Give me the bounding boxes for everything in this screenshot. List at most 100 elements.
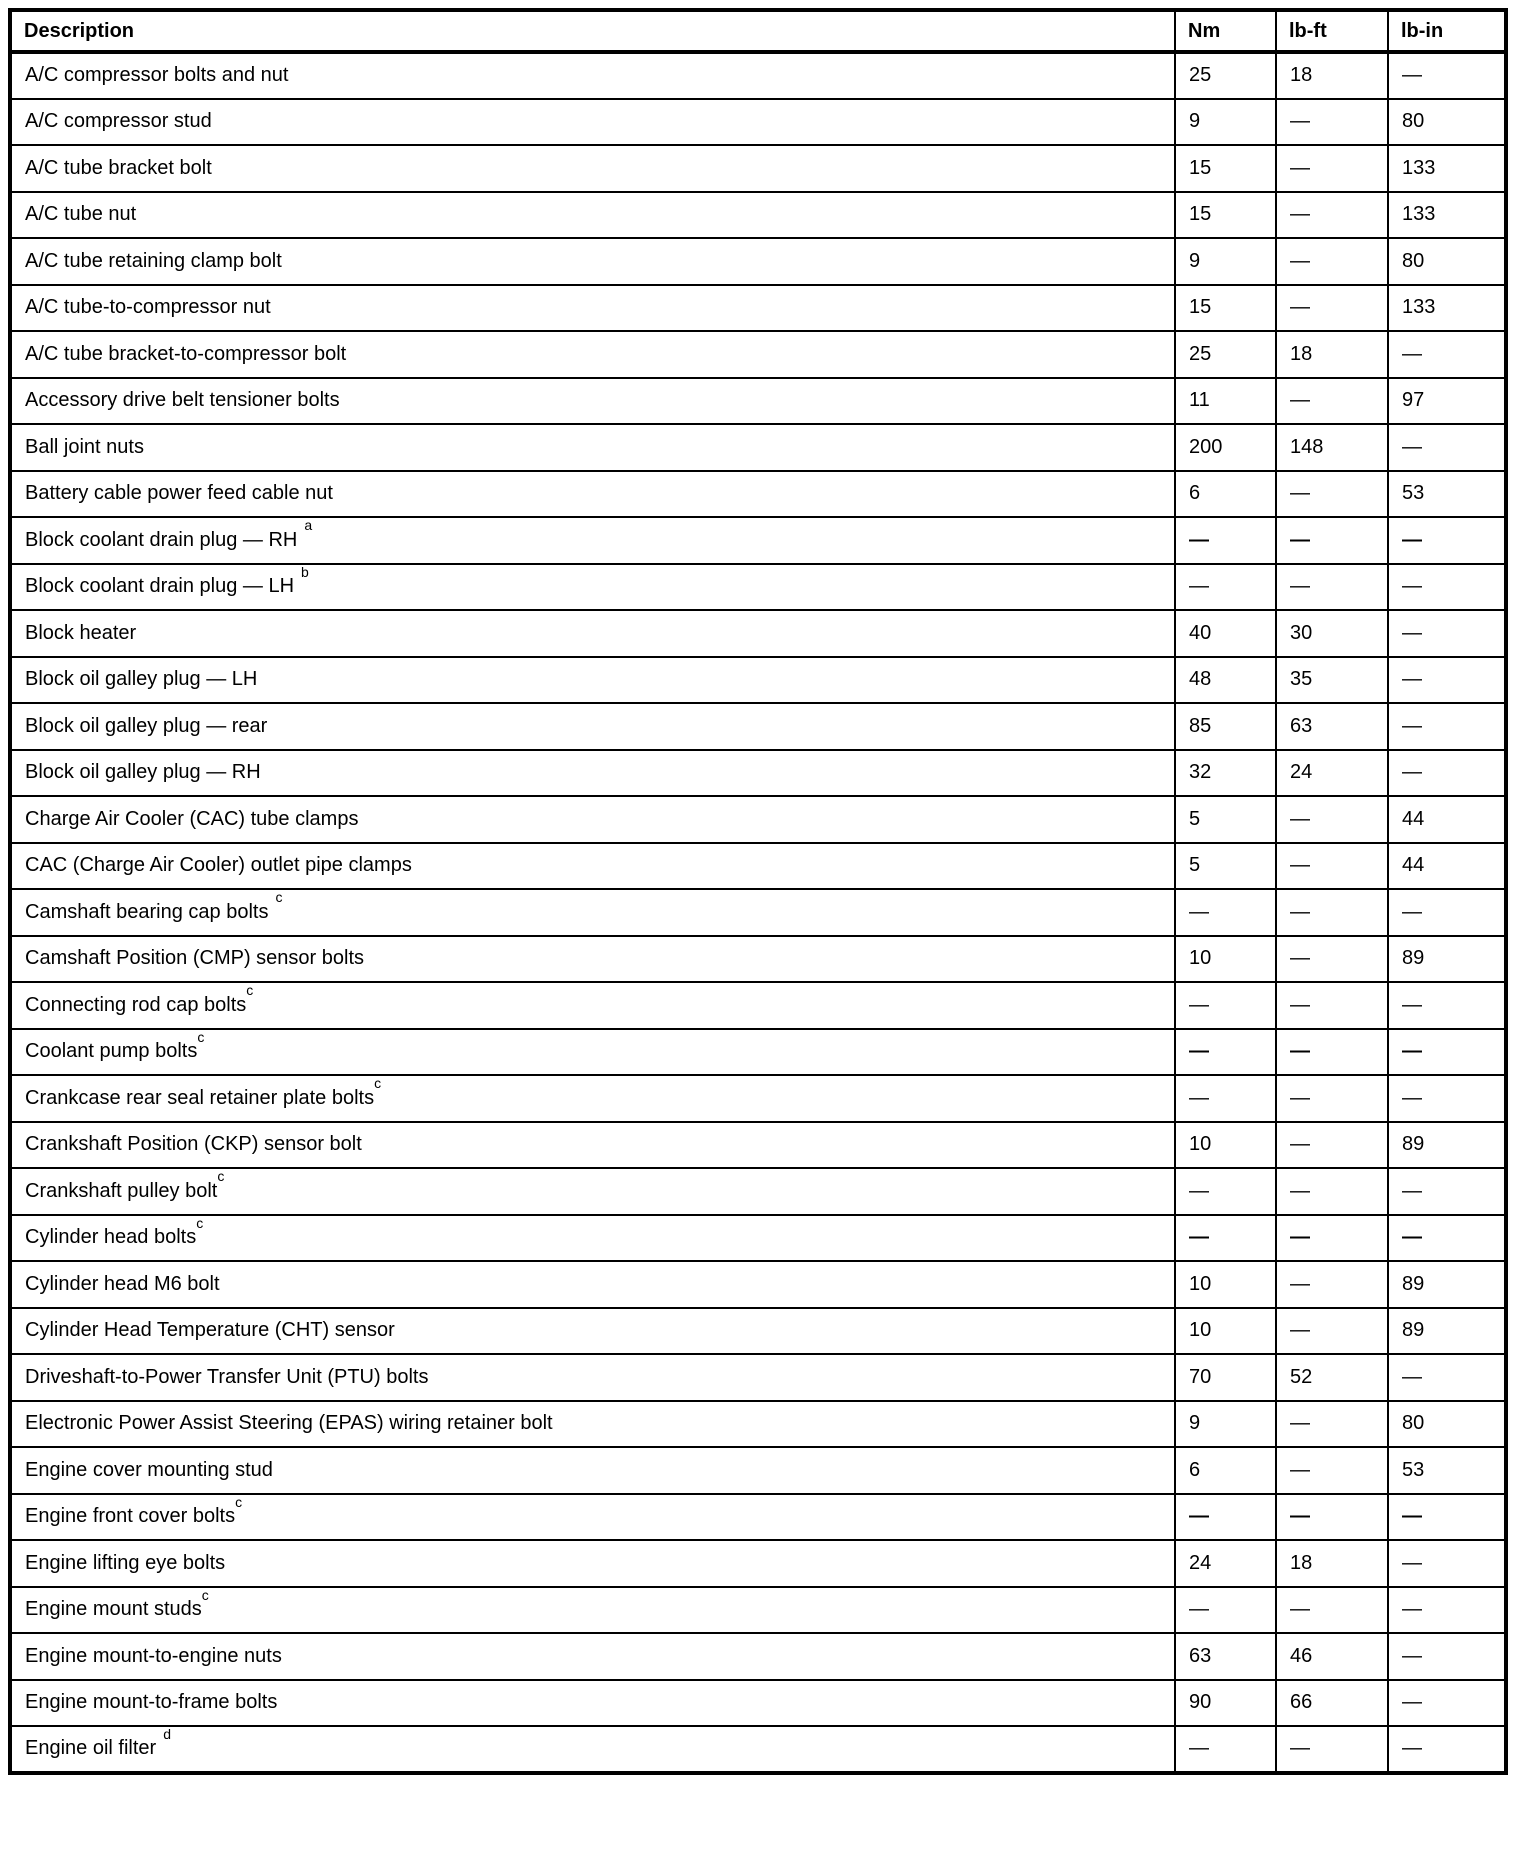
lbin-cell: —: [1387, 1167, 1507, 1216]
lbft-cell: 35: [1275, 655, 1389, 704]
torque-spec-table: Description Nm lb-ft lb-in A/C compresso…: [8, 8, 1508, 1775]
lbin-cell: 133: [1387, 190, 1507, 239]
description-cell: A/C compressor stud: [9, 97, 1176, 146]
lbft-cell: 18: [1275, 330, 1389, 379]
lbft-cell: —: [1275, 981, 1389, 1030]
description-superscript: c: [217, 1168, 225, 1185]
lbin-cell: 89: [1387, 1306, 1507, 1355]
description-cell: CAC (Charge Air Cooler) outlet pipe clam…: [9, 841, 1176, 890]
nm-cell: 10: [1174, 1260, 1277, 1309]
description-superscript: a: [304, 517, 313, 534]
lbft-cell: —: [1275, 1446, 1389, 1495]
table-row: Cylinder head M6 bolt 10 — 89: [9, 1260, 1507, 1309]
description-cell: Engine mount-to-engine nuts: [9, 1632, 1176, 1681]
table-row: Driveshaft-to-Power Transfer Unit (PTU) …: [9, 1353, 1507, 1402]
nm-cell: —: [1174, 1213, 1277, 1262]
table-row: A/C tube nut 15 — 133: [9, 190, 1507, 239]
nm-cell: 6: [1174, 1446, 1277, 1495]
description-text: Engine oil filter: [25, 1737, 157, 1760]
table-row: Block oil galley plug — RH 32 24 —: [9, 748, 1507, 797]
lbft-cell: —: [1275, 97, 1389, 146]
lbft-cell: 52: [1275, 1353, 1389, 1402]
lbin-cell: —: [1387, 1492, 1507, 1541]
description-text: Block oil galley plug — rear: [25, 714, 268, 737]
lbft-cell: —: [1275, 516, 1389, 565]
lbin-cell: —: [1387, 1678, 1507, 1727]
description-superscript: d: [163, 1726, 171, 1742]
table-row: A/C compressor bolts and nut 25 18 —: [9, 51, 1507, 100]
lbft-cell: 148: [1275, 423, 1389, 472]
description-cell: Crankcase rear seal retainer plate bolts…: [9, 1074, 1176, 1123]
description-cell: Engine lifting eye bolts: [9, 1539, 1176, 1588]
lbft-cell: —: [1275, 1120, 1389, 1169]
table-row: Engine front cover boltsc — — —: [9, 1492, 1507, 1541]
table-row: Camshaft Position (CMP) sensor bolts 10 …: [9, 934, 1507, 983]
table-row: Block oil galley plug — rear 85 63 —: [9, 702, 1507, 751]
description-cell: A/C tube bracket bolt: [9, 144, 1176, 193]
nm-cell: 15: [1174, 144, 1277, 193]
table-row: Battery cable power feed cable nut 6 — 5…: [9, 469, 1507, 518]
lbin-cell: 80: [1387, 237, 1507, 286]
lbin-cell: 44: [1387, 841, 1507, 890]
lbin-cell: —: [1387, 1353, 1507, 1402]
nm-cell: —: [1174, 562, 1277, 611]
table-row: Engine mount-to-engine nuts 63 46 —: [9, 1632, 1507, 1681]
col-header-lb-in: lb-in: [1387, 9, 1507, 54]
table-row: Block coolant drain plug — RH a — — —: [9, 516, 1507, 565]
nm-cell: 25: [1174, 330, 1277, 379]
nm-cell: 32: [1174, 748, 1277, 797]
nm-cell: 24: [1174, 1539, 1277, 1588]
nm-cell: —: [1174, 516, 1277, 565]
table-row: Engine lifting eye bolts 24 18 —: [9, 1539, 1507, 1588]
table-row: CAC (Charge Air Cooler) outlet pipe clam…: [9, 841, 1507, 890]
description-cell: Ball joint nuts: [9, 423, 1176, 472]
nm-cell: 10: [1174, 1120, 1277, 1169]
lbft-cell: —: [1275, 1585, 1389, 1634]
nm-cell: —: [1174, 888, 1277, 937]
table-row: Crankcase rear seal retainer plate bolts…: [9, 1074, 1507, 1123]
header-row: Description Nm lb-ft lb-in: [9, 9, 1507, 54]
lbft-cell: 18: [1275, 51, 1389, 100]
description-text: Crankshaft pulley bolt: [25, 1179, 218, 1202]
description-text: Ball joint nuts: [25, 435, 144, 458]
lbin-cell: —: [1387, 1074, 1507, 1123]
nm-cell: 90: [1174, 1678, 1277, 1727]
lbin-cell: —: [1387, 748, 1507, 797]
table-body: A/C compressor bolts and nut 25 18 — A/C…: [9, 51, 1507, 1774]
description-text: Engine cover mounting stud: [25, 1458, 273, 1481]
description-superscript: c: [235, 1493, 243, 1510]
description-text: Block oil galley plug — LH: [25, 668, 258, 691]
table-row: Cylinder head boltsc — — —: [9, 1213, 1507, 1262]
description-text: Camshaft bearing cap bolts: [25, 900, 269, 923]
nm-cell: 25: [1174, 51, 1277, 100]
lbin-cell: 89: [1387, 1260, 1507, 1309]
description-text: A/C tube nut: [25, 203, 137, 226]
description-cell: Accessory drive belt tensioner bolts: [9, 376, 1176, 425]
lbft-cell: —: [1275, 144, 1389, 193]
description-text: Block coolant drain plug — LH: [25, 575, 295, 598]
table-header: Description Nm lb-ft lb-in: [9, 9, 1507, 54]
nm-cell: 70: [1174, 1353, 1277, 1402]
lbft-cell: —: [1275, 888, 1389, 937]
description-cell: Engine oil filter d: [9, 1725, 1176, 1774]
description-cell: Connecting rod cap boltsc: [9, 981, 1176, 1030]
description-text: Camshaft Position (CMP) sensor bolts: [25, 947, 365, 970]
description-text: Block heater: [25, 621, 137, 644]
description-cell: Electronic Power Assist Steering (EPAS) …: [9, 1399, 1176, 1448]
lbin-cell: —: [1387, 330, 1507, 379]
lbft-cell: —: [1275, 1399, 1389, 1448]
table-row: Crankshaft Position (CKP) sensor bolt 10…: [9, 1120, 1507, 1169]
description-text: Driveshaft-to-Power Transfer Unit (PTU) …: [25, 1365, 429, 1388]
lbft-cell: 24: [1275, 748, 1389, 797]
lbin-cell: 80: [1387, 1399, 1507, 1448]
table-row: Camshaft bearing cap bolts c — — —: [9, 888, 1507, 937]
lbft-cell: —: [1275, 469, 1389, 518]
table-row: Engine mount studsc — — —: [9, 1585, 1507, 1634]
description-superscript: b: [301, 563, 309, 580]
description-cell: Block oil galley plug — LH: [9, 655, 1176, 704]
description-superscript: c: [374, 1075, 382, 1092]
description-text: Cylinder Head Temperature (CHT) sensor: [25, 1319, 395, 1342]
description-text: A/C compressor bolts and nut: [25, 64, 289, 87]
lbft-cell: —: [1275, 841, 1389, 890]
description-text: Accessory drive belt tensioner bolts: [25, 389, 340, 412]
